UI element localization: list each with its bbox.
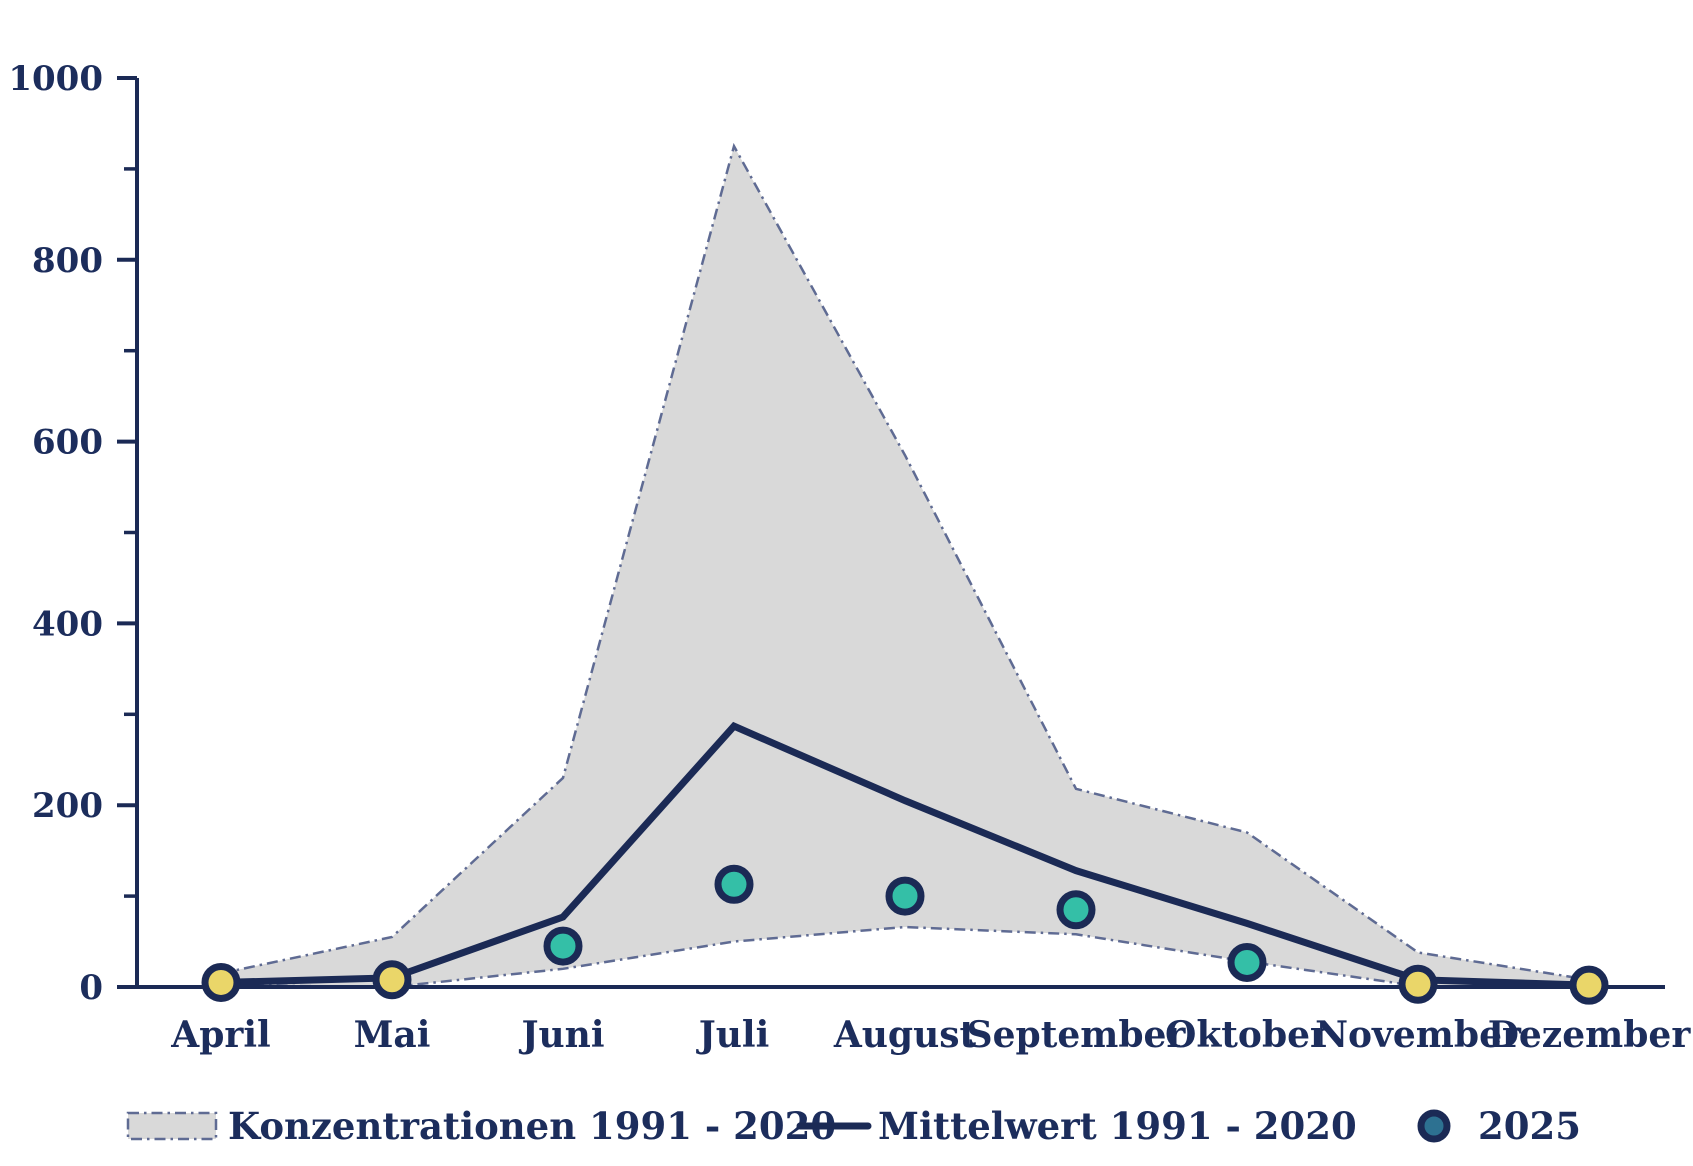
- x-tick-label-november: November: [1315, 1014, 1522, 1056]
- x-tick-label-dezember: Dezember: [1488, 1014, 1692, 1056]
- y-tick-label: 1000: [8, 59, 103, 99]
- x-tick-label-mai: Mai: [354, 1014, 431, 1056]
- legend-label-mittelwert: Mittelwert 1991 - 2020: [878, 1104, 1357, 1148]
- legend-band-swatch: [126, 1111, 218, 1141]
- x-tick-label-august: August: [833, 1014, 977, 1056]
- legend-dot-swatch: [1417, 1109, 1451, 1143]
- data-point-2025-september: [1056, 890, 1096, 930]
- data-point-2025-dezember: [1569, 965, 1609, 1005]
- data-point-2025-august: [885, 876, 925, 916]
- data-point-2025-oktober: [1227, 942, 1267, 982]
- data-point-2025-mai: [372, 960, 412, 1000]
- legend-label-2025: 2025: [1478, 1104, 1581, 1148]
- concentration-range-band: [219, 142, 1591, 989]
- y-tick-label: 400: [32, 604, 103, 644]
- data-point-2025-juli: [714, 864, 754, 904]
- y-tick-label: 600: [32, 423, 103, 463]
- y-tick-label: 800: [32, 241, 103, 281]
- legend-label-konzentrationen: Konzentrationen 1991 - 2020: [228, 1104, 836, 1148]
- data-point-2025-april: [201, 962, 241, 1002]
- y-tick-label: 200: [32, 786, 103, 826]
- x-tick-label-oktober: Oktober: [1165, 1014, 1330, 1056]
- data-point-2025-juni: [543, 926, 583, 966]
- x-tick-label-juli: Juli: [696, 1014, 770, 1056]
- x-tick-label-september: September: [967, 1014, 1187, 1056]
- data-point-2025-november: [1398, 964, 1438, 1004]
- x-tick-label-april: April: [170, 1014, 270, 1056]
- x-tick-label-juni: Juni: [518, 1014, 604, 1056]
- mean-line: [217, 721, 1593, 989]
- y-tick-label: 0: [79, 968, 103, 1008]
